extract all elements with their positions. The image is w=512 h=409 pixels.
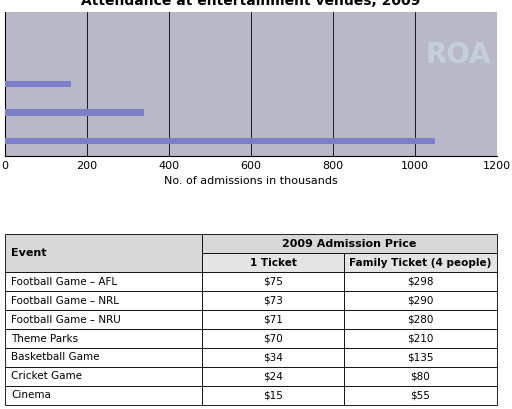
- Bar: [202, 253, 344, 272]
- Bar: [344, 367, 497, 386]
- Text: $70: $70: [263, 333, 283, 344]
- Bar: [344, 253, 497, 272]
- Bar: [202, 386, 344, 405]
- Bar: [5, 272, 202, 291]
- Bar: [5, 348, 202, 367]
- Text: Cinema: Cinema: [11, 391, 51, 400]
- Bar: [344, 386, 497, 405]
- Bar: [344, 329, 497, 348]
- Text: $210: $210: [407, 333, 434, 344]
- Bar: [344, 272, 497, 291]
- Text: Event: Event: [11, 248, 47, 258]
- Bar: [202, 291, 344, 310]
- Text: $34: $34: [263, 353, 283, 362]
- Text: $80: $80: [411, 371, 430, 382]
- Text: $15: $15: [263, 391, 283, 400]
- Bar: [5, 110, 144, 116]
- Bar: [5, 386, 202, 405]
- Text: $55: $55: [411, 391, 431, 400]
- Bar: [202, 234, 497, 253]
- Bar: [344, 291, 497, 310]
- Text: $71: $71: [263, 315, 283, 325]
- Text: 2009 Admission Price: 2009 Admission Price: [282, 239, 416, 249]
- Text: Football Game – NRU: Football Game – NRU: [11, 315, 121, 325]
- X-axis label: No. of admissions in thousands: No. of admissions in thousands: [164, 176, 338, 186]
- Text: Theme Parks: Theme Parks: [11, 333, 78, 344]
- Bar: [202, 348, 344, 367]
- Text: $135: $135: [407, 353, 434, 362]
- Text: Family Ticket (4 people): Family Ticket (4 people): [349, 258, 492, 267]
- Text: $290: $290: [407, 296, 434, 306]
- Bar: [5, 291, 202, 310]
- Text: $280: $280: [407, 315, 434, 325]
- Bar: [202, 272, 344, 291]
- Bar: [344, 310, 497, 329]
- Text: Basketball Game: Basketball Game: [11, 353, 99, 362]
- Text: $24: $24: [263, 371, 283, 382]
- Text: Football Game – NRL: Football Game – NRL: [11, 296, 119, 306]
- Text: ROA: ROA: [426, 41, 492, 69]
- Text: $73: $73: [263, 296, 283, 306]
- Bar: [5, 367, 202, 386]
- Text: Football Game – AFL: Football Game – AFL: [11, 276, 117, 287]
- Bar: [5, 329, 202, 348]
- Title: Attendance at entertainment venues, 2009: Attendance at entertainment venues, 2009: [81, 0, 420, 8]
- Text: $75: $75: [263, 276, 283, 287]
- Bar: [5, 234, 202, 272]
- Text: $298: $298: [407, 276, 434, 287]
- Bar: [5, 310, 202, 329]
- Bar: [202, 367, 344, 386]
- Text: 1 Ticket: 1 Ticket: [249, 258, 296, 267]
- Bar: [5, 138, 435, 144]
- Bar: [202, 329, 344, 348]
- Text: Cricket Game: Cricket Game: [11, 371, 82, 382]
- Bar: [202, 310, 344, 329]
- Bar: [5, 81, 71, 87]
- Bar: [344, 348, 497, 367]
